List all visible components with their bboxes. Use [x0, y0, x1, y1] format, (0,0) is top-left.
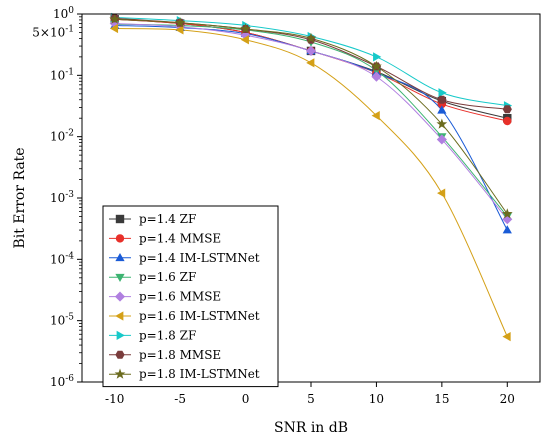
series-line — [114, 24, 508, 231]
data-point — [436, 118, 448, 129]
legend-box — [102, 205, 279, 388]
legend-label: p=1.4 MMSE — [139, 231, 221, 245]
data-point — [371, 60, 382, 71]
x-tick-label: 0 — [242, 392, 250, 406]
data-point — [175, 25, 184, 35]
data-point — [502, 225, 512, 234]
legend-marker — [115, 214, 125, 224]
x-tick-label: -5 — [174, 392, 186, 406]
data-point — [305, 32, 317, 43]
legend-marker — [115, 252, 125, 262]
legend: p=1.4 ZF p=1.4 MMSE p=1.4 IM-LSTMNet p=1.6 … — [102, 205, 279, 388]
legend-label: p=1.8 MMSE — [139, 348, 221, 362]
x-tick-label: 15 — [434, 392, 449, 406]
y-tick-label: 10-3 — [50, 190, 74, 205]
series-markers — [109, 12, 513, 342]
data-point — [501, 208, 513, 219]
data-point — [109, 13, 121, 24]
legend-marker — [114, 291, 126, 302]
data-point — [371, 71, 382, 82]
data-point — [437, 105, 447, 114]
axes: -10 -5 0 5 10 15 20 100 5×10-1 10-1 10-2 10-3 10-4 10… — [32, 6, 515, 406]
data-point — [436, 134, 447, 145]
data-point — [174, 17, 186, 28]
x-tick-label: 5 — [307, 392, 315, 406]
data-point — [437, 95, 447, 104]
data-point — [502, 331, 511, 342]
legend-label: p=1.4 ZF — [139, 212, 196, 226]
x-tick-label: 10 — [369, 392, 384, 406]
legend-label: p=1.8 IM-LSTMNet — [139, 367, 260, 381]
y-tick-label: 10-4 — [50, 251, 74, 266]
data-point — [109, 23, 119, 34]
x-axis-label: SNR in dB — [274, 420, 348, 436]
legend-marker — [115, 311, 124, 321]
data-point — [437, 188, 446, 198]
legend-label: p=1.6 MMSE — [139, 290, 221, 304]
data-point — [502, 105, 512, 114]
data-point — [438, 88, 447, 98]
legend-label: p=1.4 IM-LSTMNet — [139, 251, 260, 265]
legend-marker — [116, 330, 125, 341]
y-tick-label: 100 — [53, 6, 74, 21]
y-axis-label: Bit Error Rate — [12, 147, 28, 248]
y-tick-label: 10-2 — [50, 129, 74, 144]
x-tick-label: -10 — [105, 392, 124, 406]
data-point — [240, 23, 251, 34]
legend-label: p=1.6 ZF — [139, 270, 196, 284]
data-point — [373, 52, 382, 62]
y-tick-label: 5×10-1 — [32, 24, 74, 39]
data-point — [305, 45, 317, 56]
legend-marker — [115, 234, 125, 243]
y-tick-label: 10-6 — [50, 374, 74, 389]
data-point — [371, 111, 380, 121]
legend-marker — [115, 350, 125, 359]
data-point — [240, 35, 249, 45]
data-point — [306, 58, 315, 68]
legend-marker — [115, 273, 125, 283]
legend-marker — [114, 368, 126, 379]
legend-label: p=1.8 ZF — [139, 328, 196, 342]
y-tick-label: 10-5 — [50, 313, 74, 328]
legend-label: p=1.6 IM-LSTMNet — [139, 309, 260, 323]
data-point — [503, 116, 512, 126]
x-tick-label: 20 — [500, 392, 515, 406]
y-tick-label: 10-1 — [50, 67, 74, 82]
